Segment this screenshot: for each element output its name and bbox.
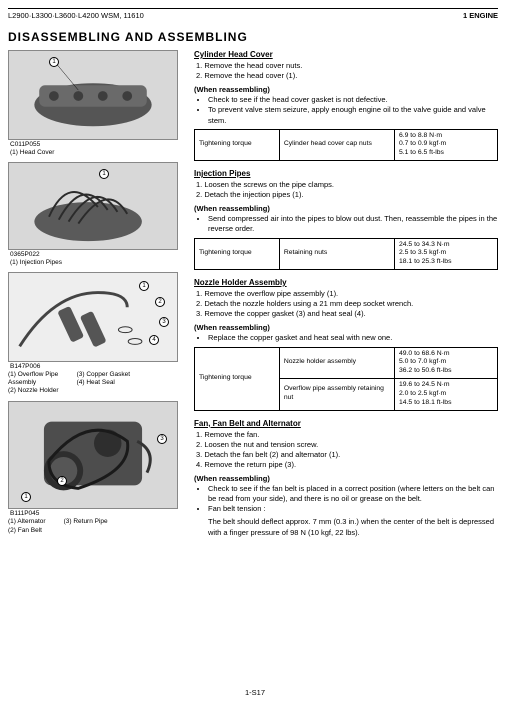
bullet: Check to see if the fan belt is placed i… <box>208 484 498 504</box>
figure-injection-pipes: 1 <box>8 162 178 250</box>
callout-2: 2 <box>155 297 165 307</box>
figure-fan-belt: 3 2 1 <box>8 401 178 509</box>
bullet: Replace the copper gasket and heat seal … <box>208 333 498 343</box>
figure-code: B111P045 <box>10 510 188 517</box>
reassembly-heading: (When reassembling) <box>194 474 498 483</box>
callout-4: 4 <box>149 335 159 345</box>
torque-table: Tightening torque Retaining nuts 24.5 to… <box>194 238 498 270</box>
reassembly-heading: (When reassembling) <box>194 323 498 332</box>
section-nozzle-holder: Nozzle Holder Assembly 1. Remove the ove… <box>194 278 498 410</box>
bullet: Fan belt tension : <box>208 504 498 514</box>
step: 3. Remove the copper gasket (3) and heat… <box>196 309 498 319</box>
page-number: 1-S17 <box>245 688 265 697</box>
figure-nozzle-holder: 1 2 3 4 <box>8 272 178 362</box>
step: 2. Remove the head cover (1). <box>196 71 498 81</box>
header-right: 1 ENGINE <box>463 11 498 20</box>
reassembly-heading: (When reassembling) <box>194 204 498 213</box>
figure-code: B147P006 <box>10 363 188 370</box>
figure-caption: (1) Injection Pipes <box>10 259 188 266</box>
text-column: Cylinder Head Cover 1. Remove the head c… <box>194 50 498 542</box>
section-injection-pipes: Injection Pipes 1. Loosen the screws on … <box>194 169 498 270</box>
step: 3. Detach the fan belt (2) and alternato… <box>196 450 498 460</box>
step: 1. Loosen the screws on the pipe clamps. <box>196 180 498 190</box>
step: 1. Remove the overflow pipe assembly (1)… <box>196 289 498 299</box>
callout-1: 1 <box>49 57 59 67</box>
section-cylinder-head-cover: Cylinder Head Cover 1. Remove the head c… <box>194 50 498 161</box>
bullet: Check to see if the head cover gasket is… <box>208 95 498 105</box>
callout-1: 1 <box>99 169 109 179</box>
subheading: Injection Pipes <box>194 169 498 178</box>
figure-caption: (1) Alternator (2) Fan Belt (3) Return P… <box>8 518 188 534</box>
callout-1: 1 <box>139 281 149 291</box>
figure-caption: (1) Overflow Pipe Assembly (2) Nozzle Ho… <box>8 371 188 395</box>
figure-code: C011P055 <box>10 141 188 148</box>
bullet: Send compressed air into the pipes to bl… <box>208 214 498 234</box>
tail-text: The belt should deflect approx. 7 mm (0.… <box>208 517 498 537</box>
figures-column: 1 C011P055 (1) Head Cover 1 0365P022 (1)… <box>8 50 188 542</box>
callout-3: 3 <box>159 317 169 327</box>
figure-code: 0365P022 <box>10 251 188 258</box>
step: 1. Remove the head cover nuts. <box>196 61 498 71</box>
reassembly-heading: (When reassembling) <box>194 85 498 94</box>
torque-table: Tightening torque Cylinder head cover ca… <box>194 129 498 161</box>
subheading: Nozzle Holder Assembly <box>194 278 498 287</box>
figure-head-cover: 1 <box>8 50 178 140</box>
torque-table: Tightening torque Nozzle holder assembly… <box>194 347 498 411</box>
bullet: To prevent valve stem seizure, apply eno… <box>208 105 498 125</box>
step: 4. Remove the return pipe (3). <box>196 460 498 470</box>
step: 1. Remove the fan. <box>196 430 498 440</box>
section-fan-belt: Fan, Fan Belt and Alternator 1. Remove t… <box>194 419 498 538</box>
section-title: DISASSEMBLING AND ASSEMBLING <box>8 30 498 44</box>
step: 2. Loosen the nut and tension screw. <box>196 440 498 450</box>
page-header: L2900·L3300·L3600·L4200 WSM, 11610 1 ENG… <box>8 8 498 26</box>
figure-caption: (1) Head Cover <box>10 149 188 156</box>
step: 2. Detach the injection pipes (1). <box>196 190 498 200</box>
subheading: Cylinder Head Cover <box>194 50 498 59</box>
subheading: Fan, Fan Belt and Alternator <box>194 419 498 428</box>
header-left: L2900·L3300·L3600·L4200 WSM, 11610 <box>8 11 144 20</box>
step: 2. Detach the nozzle holders using a 21 … <box>196 299 498 309</box>
